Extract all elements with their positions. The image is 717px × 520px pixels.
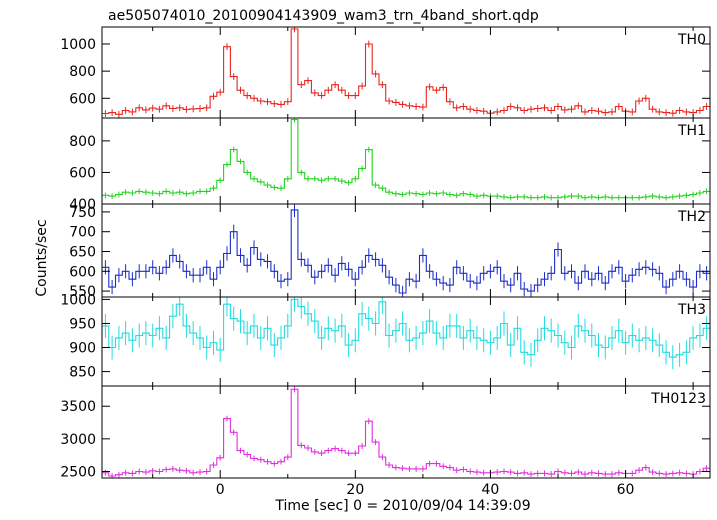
y-tick-label: 800 bbox=[69, 134, 96, 150]
y-tick-label: 3500 bbox=[60, 399, 96, 415]
series-line-th1 bbox=[102, 119, 710, 199]
y-tick-label: 1000 bbox=[60, 292, 96, 308]
panel-th1: 400 600 800 TH1 bbox=[69, 117, 711, 213]
series-line-th2 bbox=[102, 209, 710, 294]
series-line-th3 bbox=[102, 298, 710, 358]
x-tick-label: 60 bbox=[617, 482, 635, 498]
y-tick-label: 550 bbox=[69, 284, 96, 300]
series-line-th0 bbox=[102, 28, 710, 115]
y-tick-label: 850 bbox=[69, 365, 96, 381]
y-tick-label: 600 bbox=[69, 264, 96, 280]
y-tick-label: 2500 bbox=[60, 464, 96, 480]
y-axis-label: Counts/sec bbox=[34, 219, 50, 296]
y-tick-label: 950 bbox=[69, 316, 96, 332]
series-label-th3: TH3 bbox=[677, 302, 706, 318]
y-tick-label: 600 bbox=[69, 165, 96, 181]
y-tick-label: 400 bbox=[69, 197, 96, 213]
x-tick-label: 20 bbox=[346, 482, 364, 498]
chart-title: ae505074010_20100904143909_wam3_trn_4ban… bbox=[108, 8, 539, 24]
y-tick-label: 3000 bbox=[60, 432, 96, 448]
y-tick-label: 650 bbox=[69, 244, 96, 260]
y-tick-label: 800 bbox=[69, 64, 96, 80]
series-line-th0123 bbox=[102, 388, 710, 477]
series-label-th0123: TH0123 bbox=[650, 391, 706, 407]
y-tick-label: 900 bbox=[69, 341, 96, 357]
y-tick-label: 700 bbox=[69, 225, 96, 241]
panel-th0123: 2500 3000 3500 TH0123 bbox=[60, 385, 711, 480]
panel-th3: 850 900 950 1000 TH3 bbox=[60, 292, 711, 387]
x-tick-label: 0 bbox=[216, 482, 225, 498]
series-label-th2: TH2 bbox=[677, 209, 706, 225]
panel-th2: 550 600 650 700 750 TH2 bbox=[69, 203, 711, 300]
x-tick-label: 40 bbox=[482, 482, 500, 498]
y-tick-label: 750 bbox=[69, 205, 96, 221]
x-axis-label: Time [sec] 0 = 2010/09/04 14:39:09 bbox=[274, 498, 530, 514]
y-tick-label: 1000 bbox=[60, 37, 96, 53]
panel-frame bbox=[101, 385, 711, 479]
y-tick-label: 600 bbox=[69, 91, 96, 107]
series-label-th0: TH0 bbox=[677, 32, 706, 48]
panel-th0: 600 800 1000 TH0 bbox=[60, 26, 711, 119]
series-label-th1: TH1 bbox=[677, 123, 706, 139]
